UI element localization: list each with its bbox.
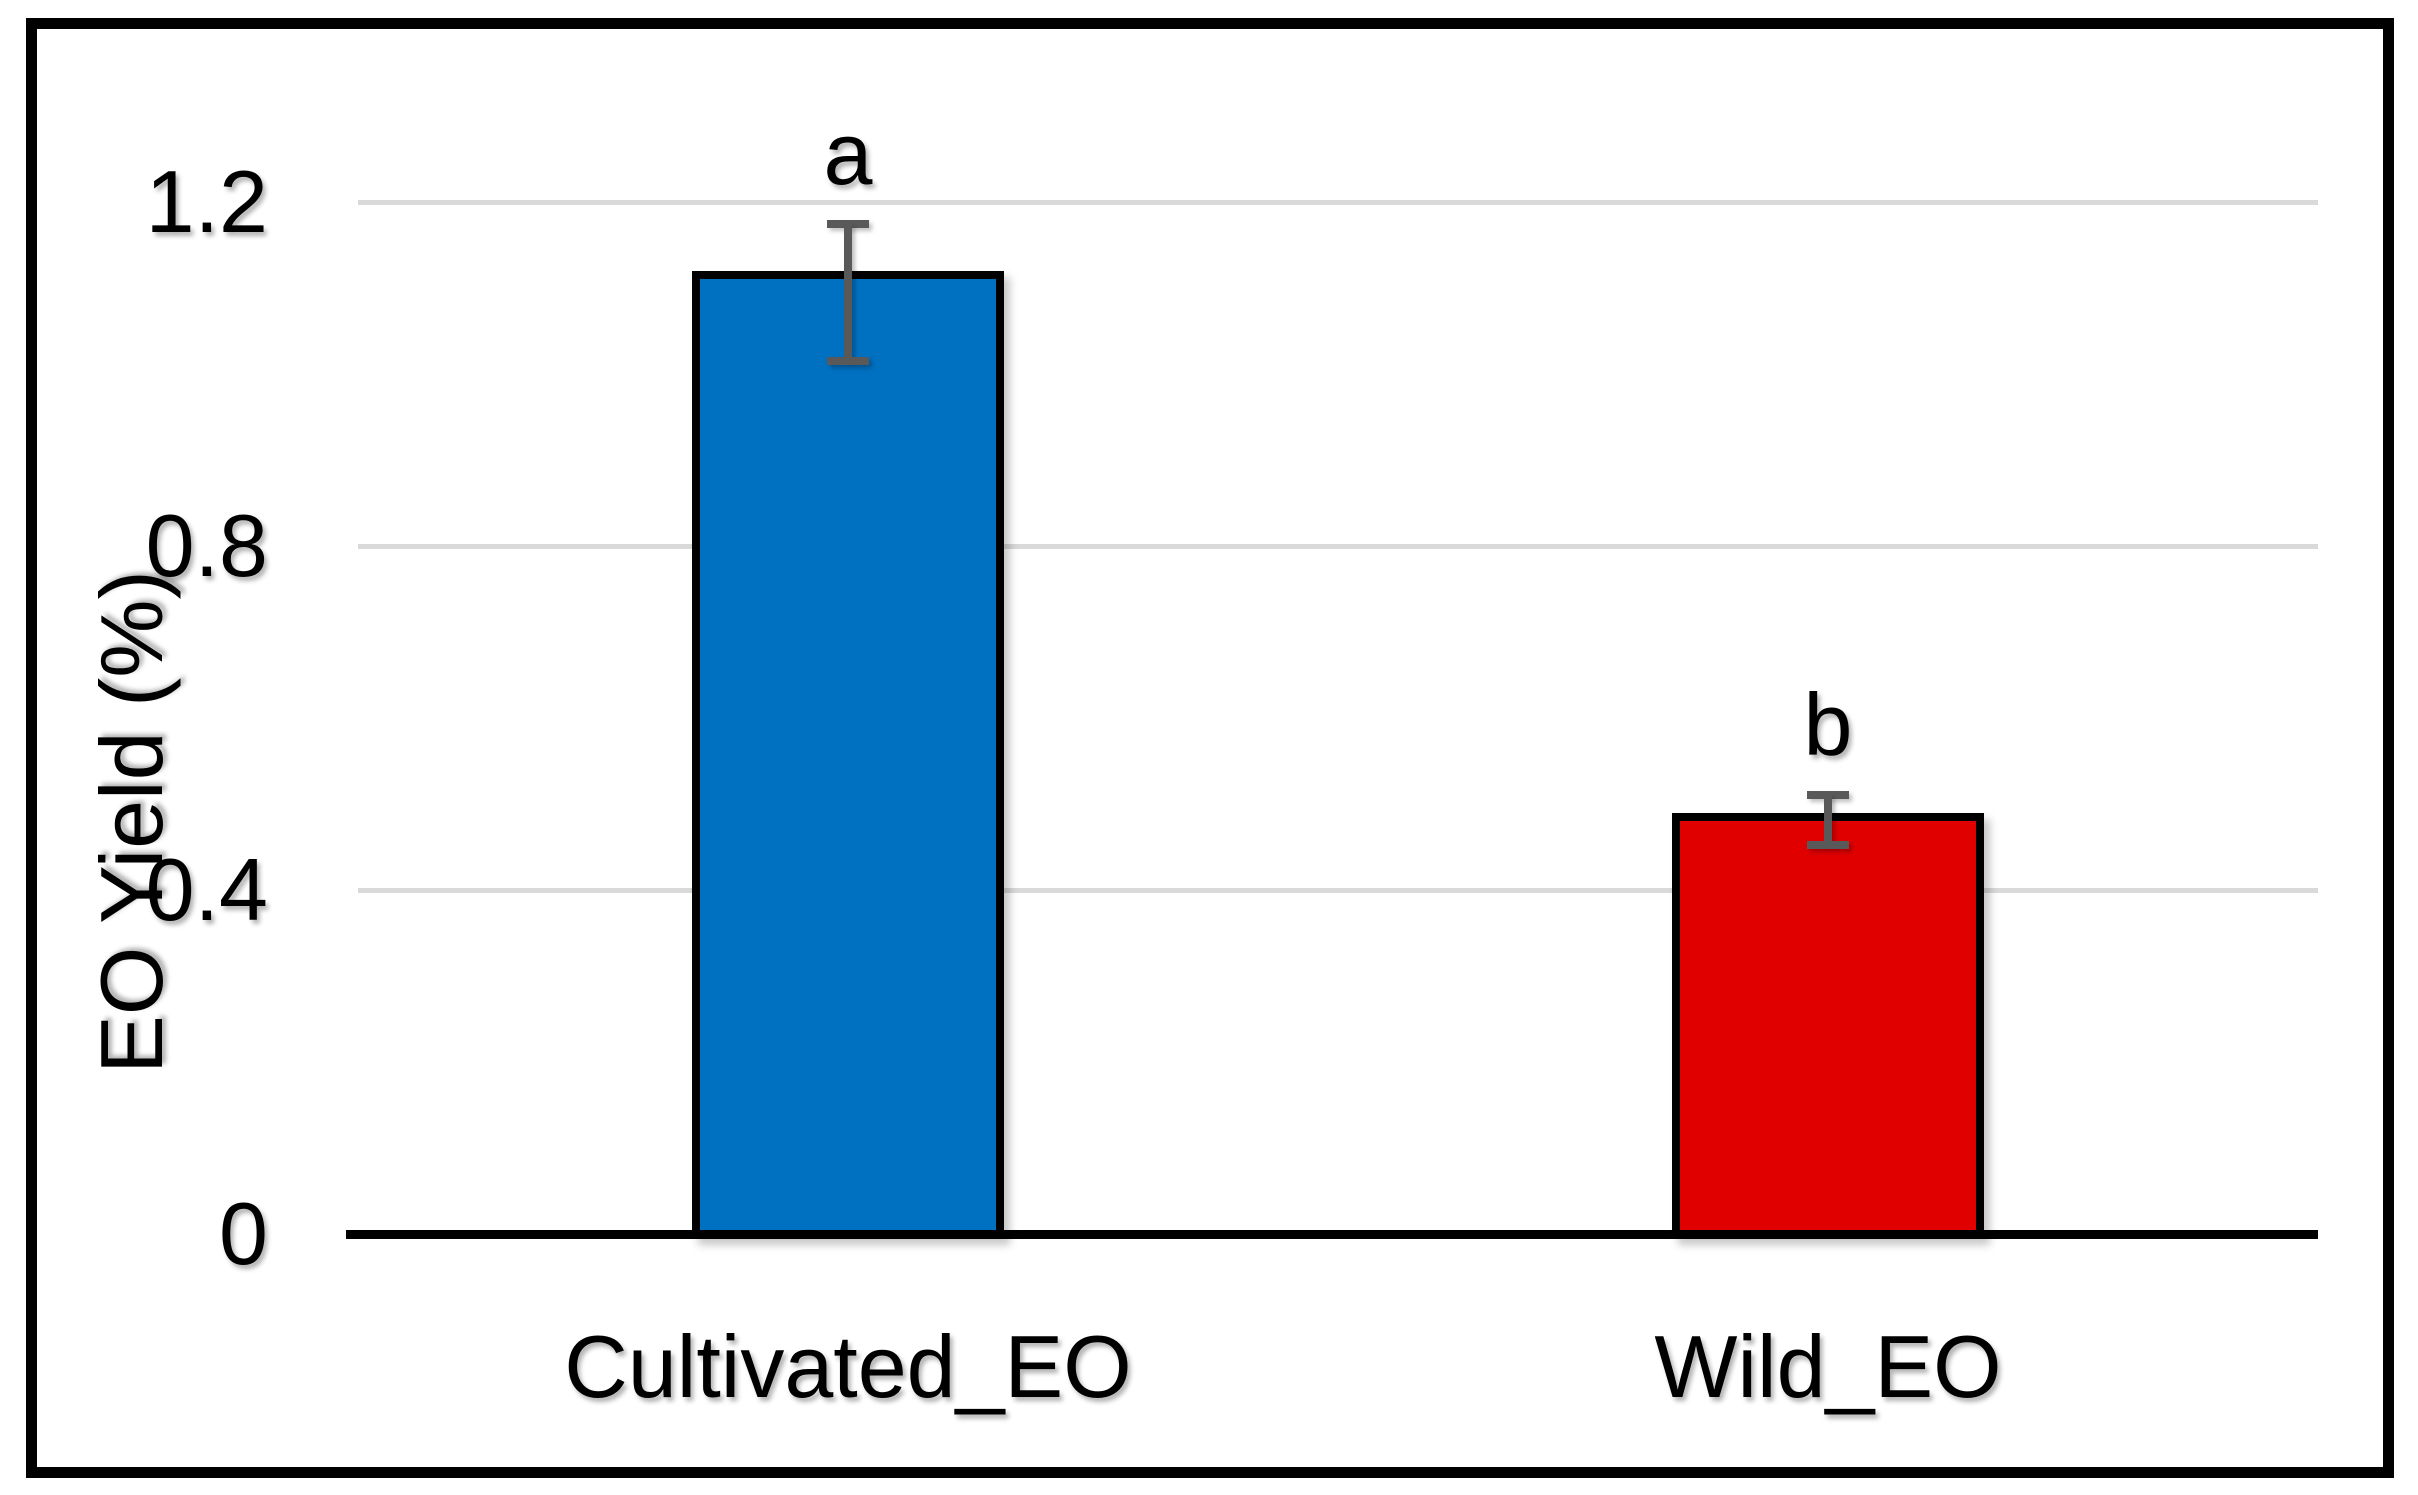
chart-outer-border bbox=[26, 18, 2394, 1478]
y-tick-label: 0.4 bbox=[145, 840, 268, 939]
error-bar-line bbox=[1824, 795, 1832, 845]
x-category-label-cultivated-eo: Cultivated_EO bbox=[564, 1317, 1132, 1416]
bar-wild-eo bbox=[1672, 813, 1984, 1239]
bar-cultivated-eo bbox=[692, 271, 1004, 1239]
error-bar-lower-cap bbox=[827, 357, 869, 365]
y-tick-label: 0 bbox=[219, 1184, 268, 1283]
error-bar-lower-cap bbox=[1807, 841, 1849, 849]
y-tick-label: 0.8 bbox=[145, 496, 268, 595]
gridline-0.8 bbox=[358, 544, 2318, 549]
y-tick-label: 1.2 bbox=[145, 152, 268, 251]
x-category-label-wild-eo: Wild_EO bbox=[1654, 1317, 2002, 1416]
y-axis-title: EO Yield (%) bbox=[82, 570, 181, 1074]
gridline-0.4 bbox=[358, 888, 2318, 893]
significance-label-cultivated-eo: a bbox=[823, 104, 873, 203]
gridline-1.2 bbox=[358, 200, 2318, 205]
error-bar-line bbox=[844, 224, 852, 361]
x-axis-line bbox=[346, 1230, 2318, 1239]
significance-label-wild-eo: b bbox=[1803, 675, 1853, 774]
